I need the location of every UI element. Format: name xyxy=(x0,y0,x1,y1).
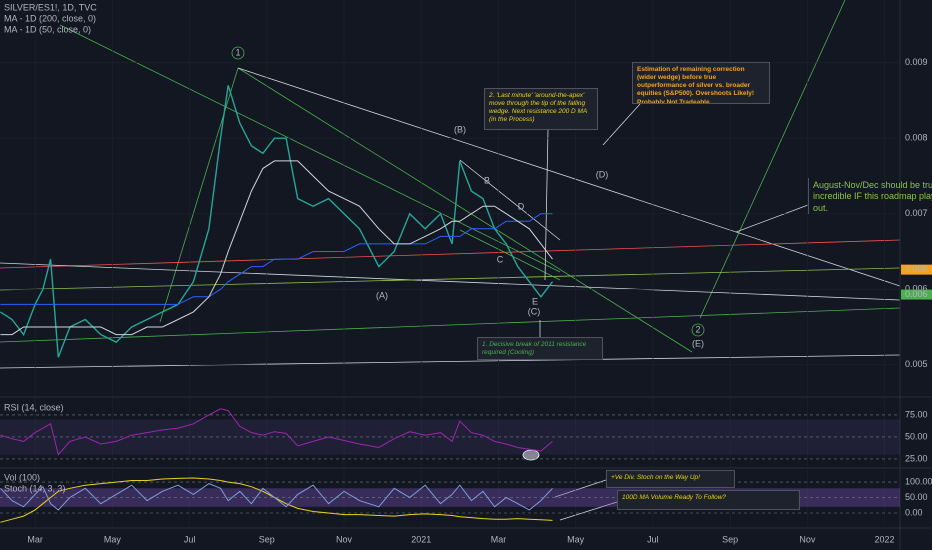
trendline xyxy=(0,262,901,301)
wave-label: C xyxy=(497,254,504,264)
x-tick-label: Jul xyxy=(184,534,196,544)
price-tag-label: 0.006 xyxy=(905,289,928,299)
y-tick-label: 0.005 xyxy=(905,359,928,369)
wave-label: 2 xyxy=(695,324,700,334)
trendline xyxy=(459,159,561,241)
series-line xyxy=(0,477,553,523)
pointer xyxy=(554,479,607,498)
y-tick-label: 0.00 xyxy=(905,507,923,517)
y-tick-label: 75.00 xyxy=(905,409,928,419)
x-tick-label: 2021 xyxy=(411,534,431,544)
y-tick-label: 25.00 xyxy=(905,453,928,463)
trendline xyxy=(0,267,901,291)
wave-label: (D) xyxy=(596,169,609,179)
x-tick-label: Nov xyxy=(799,534,816,544)
y-tick-label: 0.006 xyxy=(905,284,928,294)
wave-label: (B) xyxy=(454,124,466,134)
x-tick-label: Mar xyxy=(491,534,507,544)
series-line xyxy=(0,483,553,511)
trendline xyxy=(0,307,901,343)
pointer xyxy=(735,204,809,233)
trendline xyxy=(59,24,561,273)
trendline xyxy=(699,0,846,319)
trendline xyxy=(459,229,561,281)
legend-entry: RSI (14, close) xyxy=(4,402,64,412)
note-box: 1. Decisive break of 2011 resistance req… xyxy=(477,337,603,360)
y-tick-label: 50.00 xyxy=(905,431,928,441)
x-tick-label: May xyxy=(567,534,585,544)
x-tick-label: May xyxy=(104,534,122,544)
note-box: +Ve Div. Stoch on the Way Up! xyxy=(606,470,735,488)
price-tag xyxy=(901,264,932,275)
note-box: Estimation of remaining correction (wide… xyxy=(632,62,770,104)
price-tag-label: 0.006 xyxy=(905,264,928,274)
series-line xyxy=(0,85,554,358)
trendline xyxy=(237,67,693,353)
legend-entry: MA - 1D (50, close, 0) xyxy=(4,24,91,34)
legend-entry: SILVER/ES1!, 1D, TVC xyxy=(4,2,97,12)
pointer xyxy=(544,129,549,281)
trendline xyxy=(0,354,901,369)
wave-label: (C) xyxy=(528,306,541,316)
note-box: 2. 'Last minute' 'around-the-apex' move … xyxy=(484,88,598,130)
y-tick-label: 50.00 xyxy=(905,492,928,502)
y-tick-label: 100.00 xyxy=(905,476,932,486)
x-tick-label: Jul xyxy=(647,534,659,544)
legend-entry: Vol (100) xyxy=(4,472,40,482)
legend-entry: Stoch (14, 3, 3) xyxy=(4,483,66,493)
series-line xyxy=(0,160,553,336)
note-box: 100D MA Volume Ready To Follow? xyxy=(617,490,800,510)
series-line xyxy=(0,408,553,456)
wave-label: 1 xyxy=(235,47,240,57)
y-tick-label: 0.007 xyxy=(905,208,928,218)
wave-label: E xyxy=(532,296,538,306)
wave-circle xyxy=(691,323,705,337)
pointer xyxy=(559,501,618,521)
series-line xyxy=(0,213,553,305)
trendline xyxy=(237,67,901,287)
wave-circle xyxy=(231,46,245,60)
pointer xyxy=(602,103,641,146)
wave-label: B xyxy=(484,175,490,185)
x-tick-label: Nov xyxy=(336,534,353,544)
wave-label: (E) xyxy=(692,338,704,348)
trendline xyxy=(0,239,901,269)
x-tick-label: Mar xyxy=(27,534,43,544)
price-tag xyxy=(901,289,932,300)
note-box: August-Nov/Dec should be truly incredibl… xyxy=(808,178,932,214)
y-tick-label: 0.008 xyxy=(905,133,928,143)
wave-label: (A) xyxy=(376,290,388,300)
y-tick-label: 0.009 xyxy=(905,57,928,67)
x-tick-label: 2022 xyxy=(875,534,895,544)
x-tick-label: Sep xyxy=(259,534,275,544)
x-tick-label: Sep xyxy=(722,534,738,544)
drawings xyxy=(0,0,901,521)
legend-entry: MA - 1D (200, close, 0) xyxy=(4,13,96,23)
wave-label: D xyxy=(518,201,525,211)
